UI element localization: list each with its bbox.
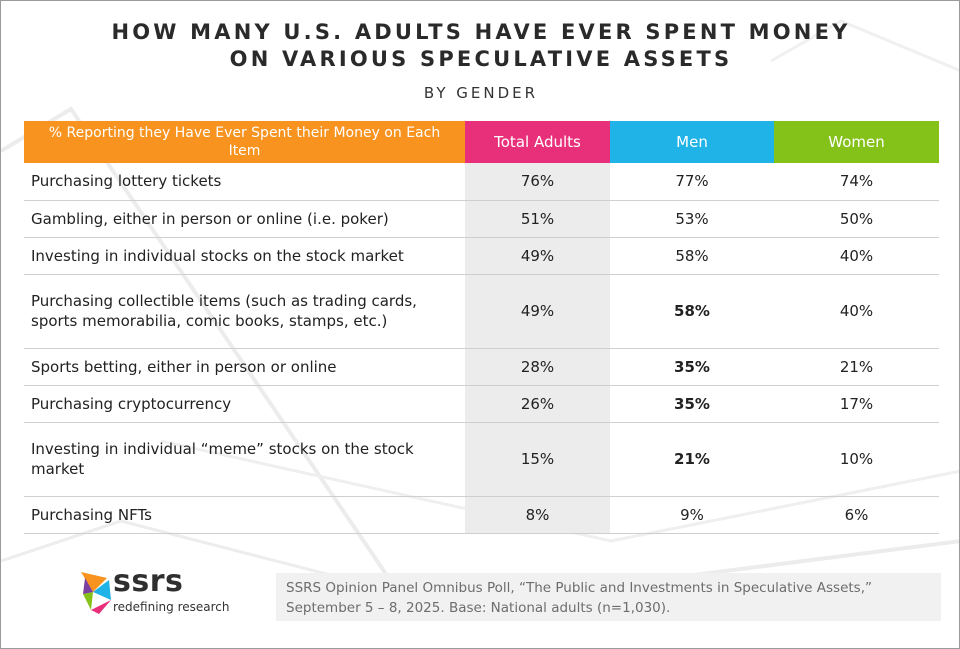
cell-women: 6% (774, 496, 939, 534)
cell-men: 77% (610, 163, 774, 201)
ssrs-logo-icon (81, 572, 111, 614)
cell-men: 35% (610, 385, 774, 423)
cell-men: 58% (610, 274, 774, 349)
cell-total-adults: 28% (465, 348, 610, 386)
chart-title-line-1: HOW MANY U.S. ADULTS HAVE EVER SPENT MON… (111, 20, 851, 44)
table-row: Purchasing collectible items (such as tr… (24, 274, 939, 349)
row-label: Purchasing collectible items (such as tr… (24, 274, 465, 349)
table-row: Investing in individual “meme” stocks on… (24, 422, 939, 497)
cell-women: 40% (774, 274, 939, 349)
row-label: Gambling, either in person or online (i.… (24, 200, 465, 238)
cell-total-adults: 26% (465, 385, 610, 423)
row-label: Investing in individual “meme” stocks on… (24, 422, 465, 497)
table-row: Investing in individual stocks on the st… (24, 237, 939, 275)
header-item: % Reporting they Have Ever Spent their M… (24, 121, 465, 163)
header-men: Men (610, 121, 774, 163)
chart-subtitle: BY GENDER (423, 84, 539, 102)
logo-wordmark: ssrs (113, 564, 184, 599)
cell-total-adults: 15% (465, 422, 610, 497)
row-label: Investing in individual stocks on the st… (24, 237, 465, 275)
cell-total-adults: 8% (465, 496, 610, 534)
cell-men: 58% (610, 237, 774, 275)
header-total-adults: Total Adults (465, 121, 610, 163)
table-body: Purchasing lottery tickets 76% 77% 74% Gambl… (24, 163, 939, 534)
table-row: Gambling, either in person or online (i.… (24, 200, 939, 238)
cell-women: 50% (774, 200, 939, 238)
chart-title-line-2: ON VARIOUS SPECULATIVE ASSETS (229, 47, 733, 71)
header-row: % Reporting they Have Ever Spent their M… (24, 121, 939, 163)
source-note: SSRS Opinion Panel Omnibus Poll, “The Pu… (276, 573, 941, 621)
ssrs-logo: ssrs redefining research (79, 564, 249, 618)
table-row: Purchasing cryptocurrency 26% 35% 17% (24, 385, 939, 423)
cell-men: 9% (610, 496, 774, 534)
row-label: Purchasing cryptocurrency (24, 385, 465, 423)
cell-men: 21% (610, 422, 774, 497)
cell-total-adults: 76% (465, 163, 610, 201)
row-label: Purchasing NFTs (24, 496, 465, 534)
logo-tagline: redefining research (113, 600, 230, 614)
cell-women: 17% (774, 385, 939, 423)
cell-women: 40% (774, 237, 939, 275)
row-label: Sports betting, either in person or onli… (24, 348, 465, 386)
cell-women: 21% (774, 348, 939, 386)
cell-men: 53% (610, 200, 774, 238)
cell-men: 35% (610, 348, 774, 386)
cell-total-adults: 51% (465, 200, 610, 238)
header-women: Women (774, 121, 939, 163)
data-table: % Reporting they Have Ever Spent their M… (24, 121, 939, 534)
cell-total-adults: 49% (465, 274, 610, 349)
cell-women: 74% (774, 163, 939, 201)
row-label: Purchasing lottery tickets (24, 163, 465, 201)
table-row: Purchasing lottery tickets 76% 77% 74% (24, 163, 939, 201)
table-row: Purchasing NFTs 8% 9% 6% (24, 496, 939, 534)
cell-women: 10% (774, 422, 939, 497)
cell-total-adults: 49% (465, 237, 610, 275)
table-row: Sports betting, either in person or onli… (24, 348, 939, 386)
chart-title: HOW MANY U.S. ADULTS HAVE EVER SPENT MON… (1, 19, 959, 73)
